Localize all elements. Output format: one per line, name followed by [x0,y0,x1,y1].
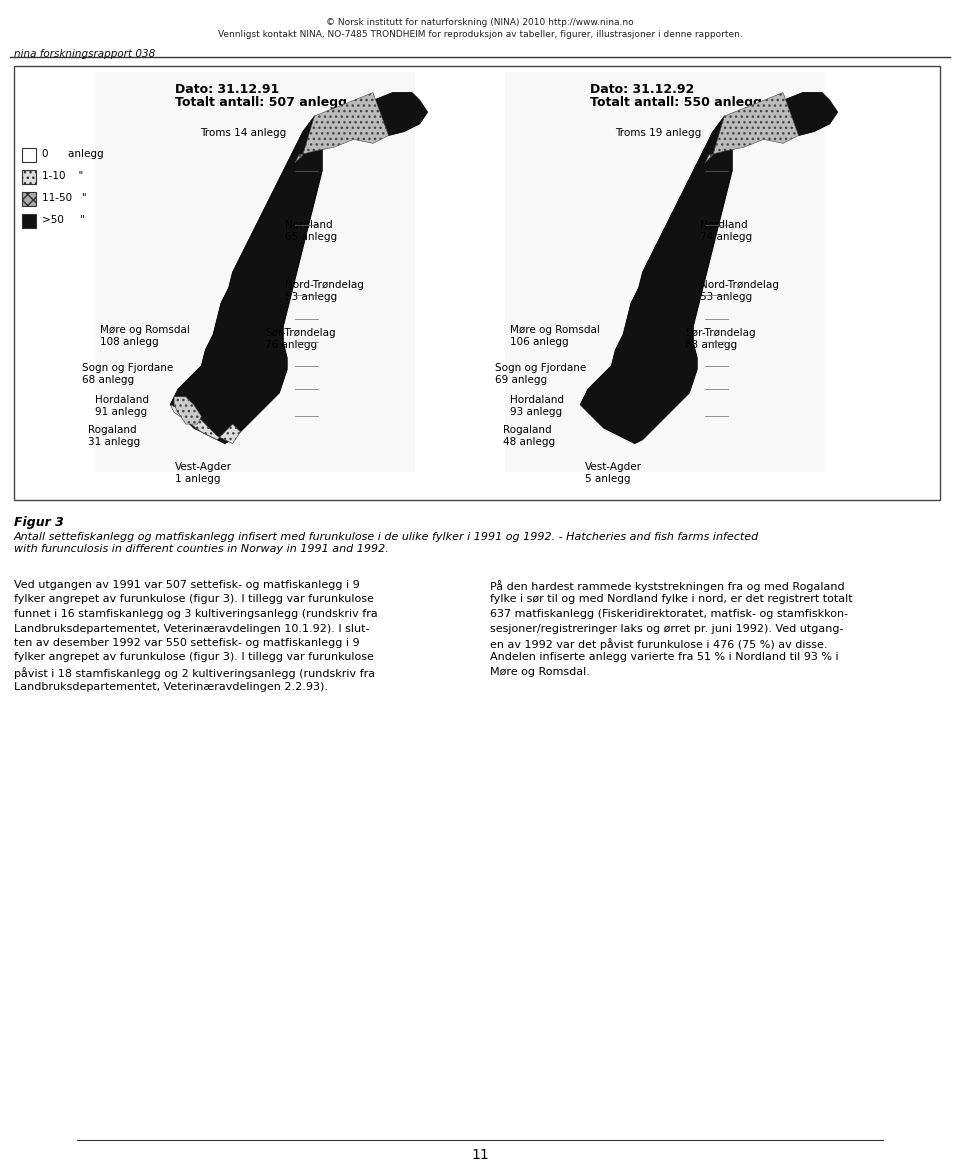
Text: På den hardest rammede kyststrekningen fra og med Rogaland: På den hardest rammede kyststrekningen f… [490,580,845,592]
Text: fylker angrepet av furunkulose (figur 3). I tillegg var furunkulose: fylker angrepet av furunkulose (figur 3)… [14,595,373,604]
Text: Landbruksdepartementet, Veterinæravdelingen 2.2.93).: Landbruksdepartementet, Veterinæravdelin… [14,682,328,692]
Bar [95,72,415,472]
Text: nina forskningsrapport 038: nina forskningsrapport 038 [14,49,156,58]
Text: funnet i 16 stamfiskanlegg og 3 kultiveringsanlegg (rundskriv fra: funnet i 16 stamfiskanlegg og 3 kultiver… [14,609,377,620]
Text: Rogaland
31 anlegg: Rogaland 31 anlegg [88,426,140,447]
Text: Landbruksdepartementet, Veterinæravdelingen 10.1.92). I slut-: Landbruksdepartementet, Veterinæravdelin… [14,623,370,634]
Bar [22,170,36,184]
Text: © Norsk institutt for naturforskning (NINA) 2010 http://www.nina.no: © Norsk institutt for naturforskning (NI… [326,18,634,27]
Bar [22,148,36,162]
Text: Nordland
65 anlegg: Nordland 65 anlegg [285,220,337,242]
Text: fylke i sør til og med Nordland fylke i nord, er det registrert totalt: fylke i sør til og med Nordland fylke i … [490,595,852,604]
Text: Troms 14 anlegg: Troms 14 anlegg [200,127,286,138]
Text: Hordaland
93 anlegg: Hordaland 93 anlegg [510,395,564,416]
Text: Dato: 31.12.92: Dato: 31.12.92 [590,83,694,96]
Text: Andelen infiserte anlegg varierte fra 51 % i Nordland til 93 % i: Andelen infiserte anlegg varierte fra 51… [490,652,839,663]
Text: Møre og Romsdal
106 anlegg: Møre og Romsdal 106 anlegg [510,325,600,346]
Text: Troms 19 anlegg: Troms 19 anlegg [615,127,701,138]
Text: Totalt antall: 550 anlegg: Totalt antall: 550 anlegg [590,96,762,109]
Text: fylker angrepet av furunkulose (figur 3). I tillegg var furunkulose: fylker angrepet av furunkulose (figur 3)… [14,652,373,663]
Text: Sogn og Fjordane
68 anlegg: Sogn og Fjordane 68 anlegg [82,364,173,385]
Text: Dato: 31.12.91: Dato: 31.12.91 [175,83,279,96]
Text: en av 1992 var det påvist furunkulose i 476 (75 %) av disse.: en av 1992 var det påvist furunkulose i … [490,638,828,650]
Text: Sør-Trøndelag
83 anlegg: Sør-Trøndelag 83 anlegg [685,328,756,350]
Text: Nordland
74 anlegg: Nordland 74 anlegg [700,220,752,242]
Text: >50     ": >50 " [42,215,84,224]
Text: Vest-Agder
5 anlegg: Vest-Agder 5 anlegg [585,462,642,484]
Bar [22,214,36,228]
Text: 0      anlegg: 0 anlegg [42,148,104,159]
Bar [22,192,36,206]
Text: Antall settefiskanlegg og matfiskanlegg infisert med furunkulose i de ulike fylk: Antall settefiskanlegg og matfiskanlegg … [14,532,759,554]
Text: Sør-Trøndelag
76 anlegg: Sør-Trøndelag 76 anlegg [265,328,336,350]
Polygon shape [174,396,202,424]
Text: ten av desember 1992 var 550 settefisk- og matfiskanlegg i 9: ten av desember 1992 var 550 settefisk- … [14,638,360,648]
Text: 637 matfiskanlegg (Fiskeridirektoratet, matfisk- og stamfiskkon-: 637 matfiskanlegg (Fiskeridirektoratet, … [490,609,848,620]
Text: Nord-Trøndelag
53 anlegg: Nord-Trøndelag 53 anlegg [700,281,779,302]
Text: sesjoner/registreringer laks og ørret pr. juni 1992). Ved utgang-: sesjoner/registreringer laks og ørret pr… [490,623,844,634]
Text: Møre og Romsdal
108 anlegg: Møre og Romsdal 108 anlegg [100,325,190,346]
Text: Totalt antall: 507 anlegg: Totalt antall: 507 anlegg [175,96,347,109]
Text: 11-50   ": 11-50 " [42,193,86,203]
Text: Rogaland
48 anlegg: Rogaland 48 anlegg [503,426,555,447]
Text: påvist i 18 stamfiskanlegg og 2 kultiveringsanlegg (rundskriv fra: påvist i 18 stamfiskanlegg og 2 kultiver… [14,667,375,679]
Text: Sogn og Fjordane
69 anlegg: Sogn og Fjordane 69 anlegg [495,364,587,385]
Polygon shape [705,92,799,162]
Text: Nord-Trøndelag
53 anlegg: Nord-Trøndelag 53 anlegg [285,281,364,302]
Polygon shape [295,92,389,162]
Polygon shape [170,404,240,443]
Polygon shape [580,92,837,443]
Text: 1-10    ": 1-10 " [42,171,84,181]
Text: Møre og Romsdal.: Møre og Romsdal. [490,667,589,677]
Text: Vest-Agder
1 anlegg: Vest-Agder 1 anlegg [175,462,232,484]
Text: 11: 11 [471,1148,489,1162]
Text: Figur 3: Figur 3 [14,516,64,530]
Bar [505,72,825,472]
Polygon shape [170,92,427,443]
Text: Vennligst kontakt NINA, NO-7485 TRONDHEIM for reproduksjon av tabeller, figurer,: Vennligst kontakt NINA, NO-7485 TRONDHEI… [218,30,742,39]
Text: Hordaland
91 anlegg: Hordaland 91 anlegg [95,395,149,416]
Text: Ved utgangen av 1991 var 507 settefisk- og matfiskanlegg i 9: Ved utgangen av 1991 var 507 settefisk- … [14,580,360,590]
Bar [14,65,940,500]
